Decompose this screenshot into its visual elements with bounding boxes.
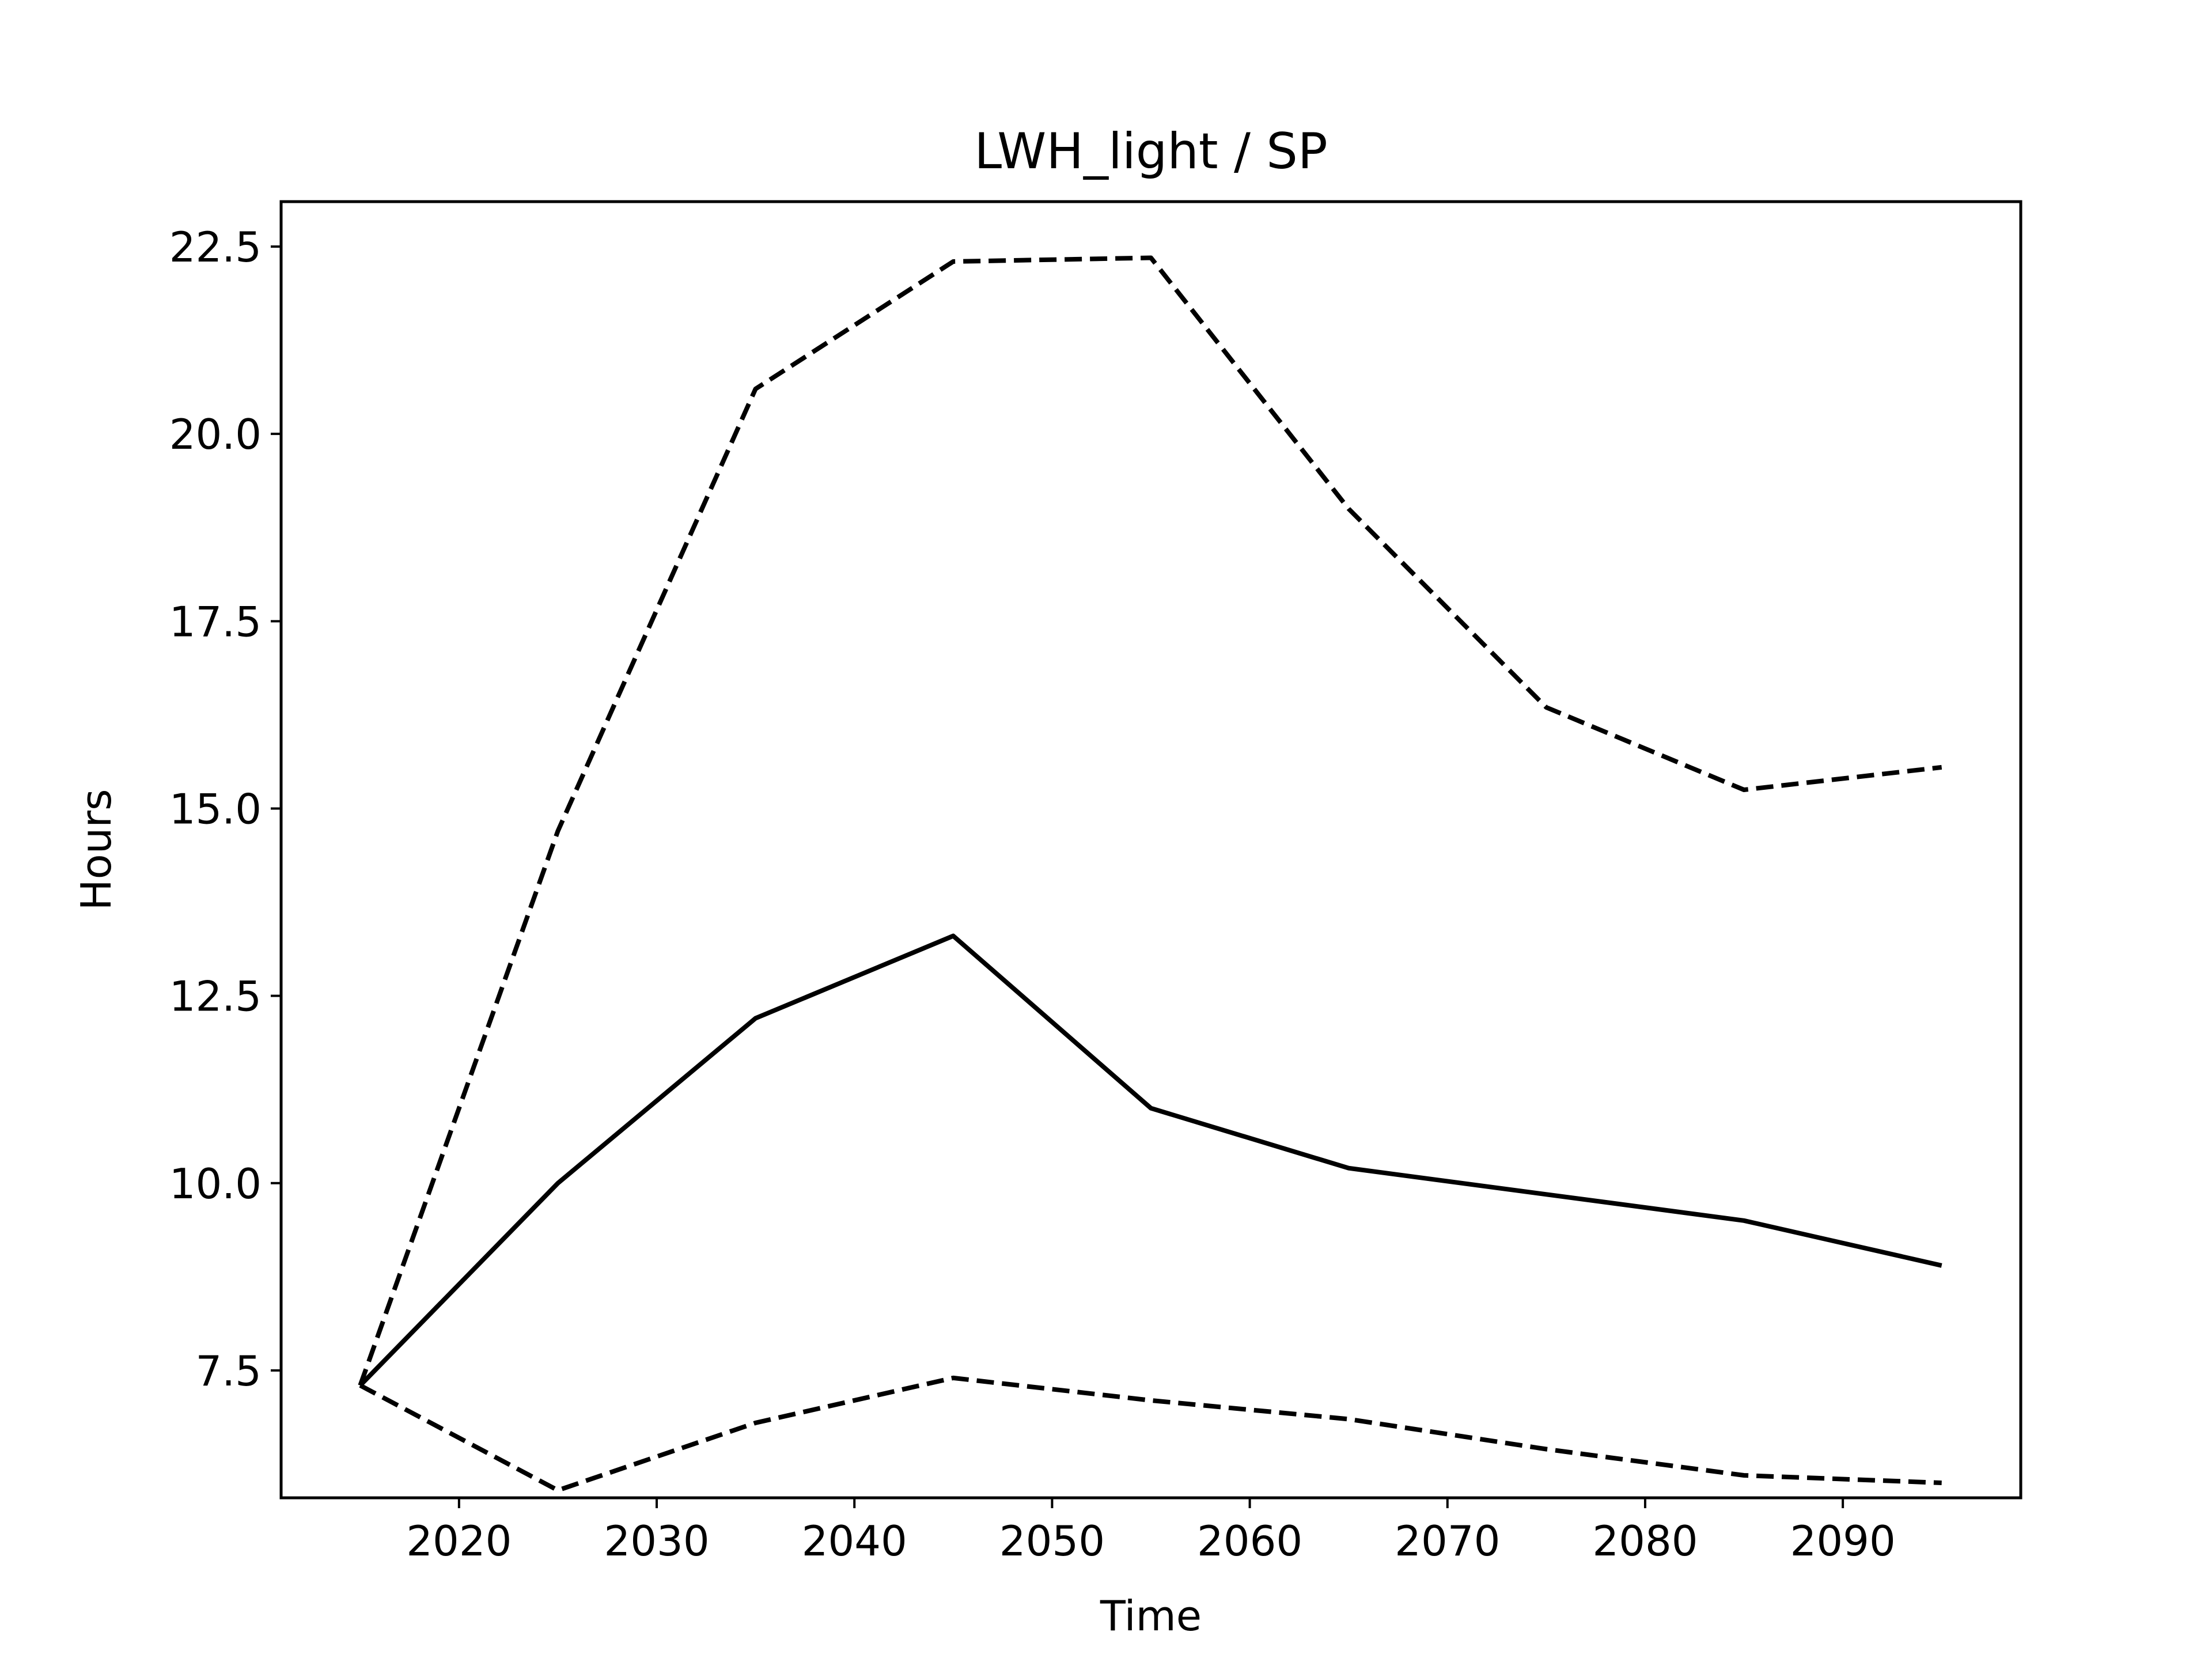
x-tick-label: 2050 — [999, 1517, 1105, 1565]
chart-title: LWH_light / SP — [974, 123, 1327, 180]
x-tick-label: 2030 — [604, 1517, 709, 1565]
y-tick-label: 7.5 — [195, 1347, 262, 1395]
x-tick-label: 2040 — [802, 1517, 907, 1565]
x-tick-label: 2070 — [1395, 1517, 1500, 1565]
x-axis: 2020 2030 2040 2050 2060 2070 2080 2090 — [406, 1498, 1896, 1565]
x-tick-label: 2080 — [1592, 1517, 1698, 1565]
y-axis-label: Hours — [72, 789, 120, 911]
y-tick-label: 20.0 — [169, 410, 262, 459]
x-axis-label: Time — [1100, 1592, 1202, 1640]
y-tick-label: 22.5 — [169, 223, 262, 271]
x-tick-label: 2020 — [406, 1517, 512, 1565]
series-line-3 — [359, 1375, 1942, 1493]
series-line-1 — [358, 933, 1942, 1387]
y-tick-label: 17.5 — [169, 597, 262, 646]
series-layer — [358, 255, 1942, 1493]
x-tick-label: 2060 — [1197, 1517, 1302, 1565]
y-axis: 7.5 10.0 12.5 15.0 17.5 20.0 22.5 — [169, 223, 281, 1395]
y-tick-label: 15.0 — [169, 785, 262, 833]
y-tick-label: 12.5 — [169, 972, 262, 1021]
plot-frame — [279, 200, 2022, 1500]
x-tick-label: 2090 — [1790, 1517, 1896, 1565]
series-line-2 — [358, 255, 1942, 1387]
y-tick-label: 10.0 — [169, 1160, 262, 1208]
